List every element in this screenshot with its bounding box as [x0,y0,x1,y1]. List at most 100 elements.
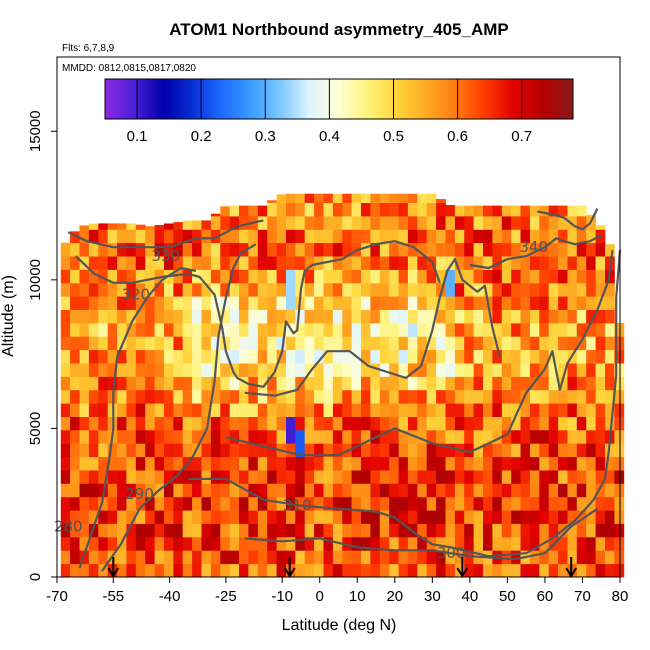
heatmap-cell [107,229,118,244]
heatmap-cell [267,416,277,431]
heatmap-cell [70,456,80,471]
heatmap-cell [370,389,381,404]
heatmap-cell [182,470,193,484]
heatmap-cell [342,296,353,310]
heatmap-cell [501,416,512,431]
heatmap-cell [332,470,343,484]
heatmap-cell [201,229,212,244]
heatmap-cell [473,389,484,404]
heatmap-cell [529,550,540,565]
heatmap-cell [529,483,540,498]
heatmap-cell [342,242,353,257]
heatmap-cell [323,429,334,444]
heatmap-cell [276,296,287,310]
heatmap-cell [126,563,137,578]
heatmap-cell [229,205,240,217]
heatmap-cell [88,282,99,297]
x-axis-label: Latitude (deg N) [282,617,397,634]
heatmap-cell [445,349,456,364]
heatmap-cell [567,429,578,444]
heatmap-cell [464,483,474,498]
heatmap-cell [314,550,324,565]
heatmap-cell [539,389,550,404]
heatmap-cell [314,336,324,351]
heatmap-cell [445,416,456,431]
heatmap-cell [201,483,212,498]
heatmap-cell [295,229,306,244]
heatmap-cell [154,363,165,377]
heatmap-cell [323,389,334,404]
heatmap-cell [164,349,174,364]
heatmap-cell [323,470,334,484]
heatmap-cell [267,496,277,511]
heatmap-cell [173,282,184,297]
heatmap-cell [567,470,578,484]
heatmap-cell [107,510,118,524]
heatmap-cell [164,309,174,324]
heatmap-cell [351,416,362,431]
heatmap-cell [314,443,324,458]
heatmap-cell [304,523,315,538]
heatmap-cell [145,282,155,297]
heatmap-cell [107,322,118,337]
heatmap-cell [445,523,456,538]
heatmap-cell [267,456,277,471]
heatmap-cell [192,296,202,310]
heatmap-cell [117,470,127,484]
heatmap-cell [248,349,259,364]
heatmap-cell [342,403,353,417]
heatmap-cell [473,376,484,391]
heatmap-cell [576,536,587,551]
heatmap-cell [332,309,343,324]
heatmap-cell [210,496,221,511]
heatmap-cell [304,456,315,471]
heatmap-cell [70,336,80,351]
heatmap-cell [192,483,202,498]
contour-line [225,249,614,457]
heatmap-cell [323,403,334,417]
heatmap-cell [88,403,99,417]
heatmap-cell [229,296,240,310]
heatmap-cell [70,309,80,324]
heatmap-cell [548,282,559,297]
heatmap-cell [210,376,221,391]
heatmap-cell [229,483,240,498]
heatmap-cell [511,242,521,257]
heatmap-cell [314,389,324,404]
heatmap-cell [220,550,231,565]
heatmap-cell [323,550,334,565]
heatmap-cell [370,336,381,351]
heatmap-cell [342,256,353,270]
heatmap-cell [436,309,446,324]
heatmap-cell [548,483,559,498]
heatmap-cell [483,349,493,364]
heatmap-cell [379,550,390,565]
heatmap-cell [182,550,193,565]
heatmap-cell [586,443,596,458]
heatmap-cell [595,322,606,337]
heatmap-cell [398,536,409,551]
heatmap-cell [529,336,540,351]
x-tick-label: -10 [271,588,293,605]
heatmap-cell [529,229,540,244]
heatmap-cell [182,483,193,498]
heatmap-cell [173,550,184,565]
heatmap-cell [257,256,268,270]
heatmap-cell [398,309,409,324]
heatmap-cell [314,510,324,524]
heatmap-cell [351,296,362,310]
heatmap-cell [483,205,493,217]
heatmap-cell [267,216,277,230]
heatmap-cell [286,349,296,364]
heatmap-cell [107,269,118,284]
heatmap-cell [257,269,268,284]
heatmap-cell [576,309,587,324]
heatmap-cell [417,242,428,257]
heatmap-cell [304,282,315,297]
heatmap-cell [332,322,343,337]
heatmap-cell [520,349,531,364]
heatmap-cell [576,389,587,404]
heatmap-cell [323,296,334,310]
heatmap-cell [117,242,127,257]
heatmap-cell [192,523,202,538]
